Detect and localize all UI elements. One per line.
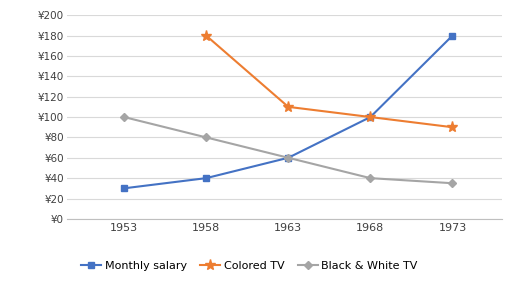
Monthly salary — [450, 34, 456, 37]
Monthly salary — [367, 115, 373, 119]
Black & White TV — [121, 115, 127, 119]
Colored TV — [285, 105, 291, 109]
Monthly salary — [203, 176, 209, 180]
Monthly salary — [121, 187, 127, 190]
Line: Colored TV: Colored TV — [201, 30, 458, 133]
Colored TV — [367, 115, 373, 119]
Black & White TV — [450, 181, 456, 185]
Line: Monthly salary: Monthly salary — [120, 32, 456, 192]
Monthly salary — [285, 156, 291, 160]
Black & White TV — [203, 136, 209, 139]
Colored TV — [203, 34, 209, 37]
Black & White TV — [367, 176, 373, 180]
Legend: Monthly salary, Colored TV, Black & White TV: Monthly salary, Colored TV, Black & Whit… — [81, 261, 417, 271]
Colored TV — [450, 125, 456, 129]
Black & White TV — [285, 156, 291, 160]
Line: Black & White TV: Black & White TV — [121, 114, 455, 186]
